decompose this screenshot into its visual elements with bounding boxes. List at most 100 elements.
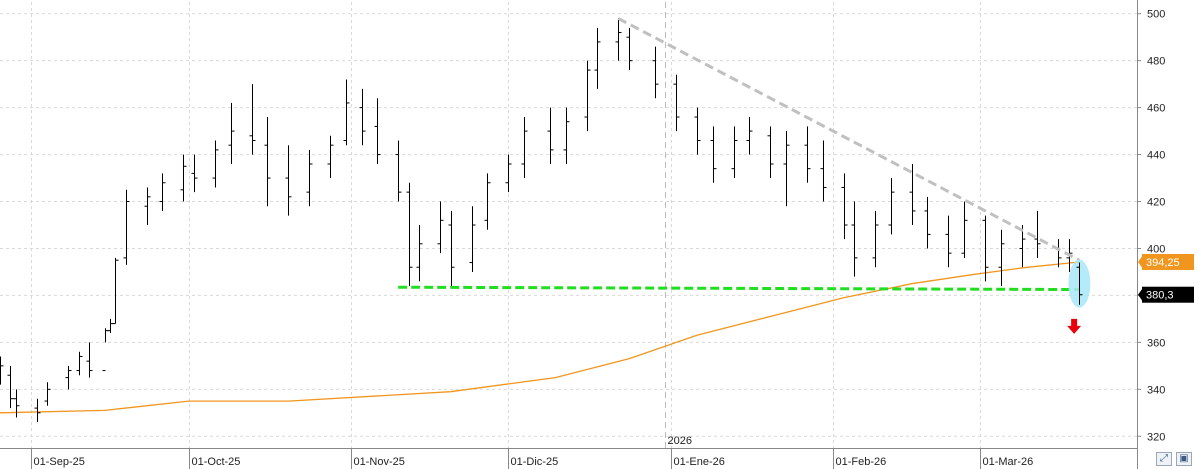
- ohlc-bar: [359, 88, 366, 146]
- x-tick-label: 01-Mar-26: [983, 456, 1034, 468]
- resistance-trendline: [617, 17, 1081, 262]
- ohlc-bar: [841, 173, 848, 240]
- annotations: [398, 17, 1091, 334]
- ohlc-bar: [594, 27, 601, 89]
- ohlc-bar: [327, 135, 334, 179]
- ohlc-bar: [888, 178, 895, 235]
- ohlc-bar: [34, 398, 41, 423]
- ohlc-bar: [0, 356, 4, 385]
- ohlc-bar: [343, 79, 350, 146]
- ohlc-bar: [584, 60, 591, 132]
- ohlc-bar: [102, 328, 109, 372]
- ohlc-bar: [783, 131, 790, 207]
- ohlc-bar: [804, 126, 811, 183]
- y-tick-label: 360: [1147, 337, 1165, 349]
- y-tick-label: 480: [1147, 56, 1165, 68]
- zoom-icon[interactable]: ⤢: [1156, 452, 1172, 466]
- ohlc-bar: [731, 126, 738, 179]
- ma-price-label: 394,25: [1138, 253, 1194, 270]
- ohlc-bar: [65, 365, 72, 390]
- ohlc-bar: [626, 27, 633, 71]
- ohlc-bar: [998, 229, 1005, 287]
- grid: [0, 2, 1137, 448]
- x-tick-label: 01-Nov-25: [354, 456, 405, 468]
- ohlc-bar: [521, 117, 528, 179]
- x-tick-label: 01-Oct-25: [192, 456, 241, 468]
- arrow-down-icon: [1067, 318, 1082, 334]
- ohlc-bar: [212, 140, 219, 188]
- ohlc-bar: [982, 215, 989, 282]
- y-tick-label: 440: [1147, 150, 1165, 162]
- ohlc-bar: [746, 117, 753, 155]
- ohlc-bar: [673, 74, 680, 132]
- y-tick-label: 320: [1147, 431, 1165, 443]
- x-tick-label: 01-Sep-25: [34, 456, 85, 468]
- year-label: 2026: [668, 435, 692, 447]
- ohlc-bar: [76, 351, 83, 376]
- axes: 32034036038040042044046048050001-Sep-250…: [0, 0, 1165, 469]
- ohlc-bar: [123, 189, 130, 265]
- last-price-label-text: 380,3: [1146, 290, 1174, 302]
- y-tick-label: 400: [1147, 243, 1165, 255]
- ohlc-bar: [7, 365, 14, 409]
- ohlc-bar: [448, 210, 455, 289]
- x-tick-label: 01-Dic-25: [511, 456, 559, 468]
- price-labels: 394,25 380,3: [1138, 253, 1194, 303]
- ohlc-bar: [159, 173, 166, 211]
- ohlc-bar: [652, 46, 659, 99]
- ohlc-bar: [144, 187, 151, 225]
- ohlc-bar: [395, 140, 402, 202]
- ohlc-bar: [13, 389, 20, 418]
- y-tick-label: 460: [1147, 103, 1165, 115]
- last-price-label-pointer: [1138, 287, 1143, 302]
- ohlc-bar: [416, 225, 423, 282]
- support-line: [398, 285, 1080, 292]
- ohlc-bar: [767, 126, 774, 179]
- ma-price-label-pointer: [1138, 254, 1143, 269]
- ohlc-bars: [0, 18, 1083, 423]
- ohlc-bar: [563, 107, 570, 164]
- ohlc-bar: [249, 84, 256, 155]
- ohlc-bar: [694, 107, 701, 155]
- moving-average-layer: [0, 261, 1080, 414]
- ma-price-label-bg: [1142, 253, 1194, 270]
- ohlc-bar: [1034, 210, 1041, 258]
- ohlc-bar: [851, 201, 858, 277]
- ohlc-bar: [306, 149, 313, 207]
- ohlc-bar: [1019, 225, 1026, 268]
- ohlc-bar: [484, 173, 491, 230]
- moving-average-line: [0, 261, 1080, 414]
- x-tick-label: 01-Feb-26: [836, 456, 887, 468]
- save-icon[interactable]: ▣: [1176, 452, 1192, 466]
- ohlc-bar: [180, 154, 187, 202]
- ohlc-bar: [961, 201, 968, 258]
- x-tick-label: 01-Ene-26: [674, 456, 725, 468]
- ohlc-bar: [285, 145, 292, 216]
- y-tick-label: 500: [1147, 9, 1165, 21]
- y-tick-label: 340: [1147, 384, 1165, 396]
- ohlc-bar: [86, 342, 93, 378]
- ohlc-bar: [374, 98, 381, 164]
- ohlc-bar: [547, 107, 554, 164]
- ohlc-bar: [909, 163, 916, 225]
- ohlc-bar: [872, 210, 879, 268]
- ohlc-bar: [1055, 239, 1062, 268]
- ohlc-bar: [615, 18, 622, 61]
- ohlc-bar: [228, 102, 235, 164]
- ohlc-bar: [924, 196, 931, 249]
- ohlc-bar: [505, 154, 512, 193]
- ma-price-label-text: 394,25: [1146, 257, 1180, 269]
- ohlc-bar: [112, 257, 119, 325]
- last-price-label: 380,3: [1138, 286, 1194, 303]
- last-price-label-bg: [1142, 286, 1194, 303]
- ohlc-bar: [820, 140, 827, 202]
- ohlc-bar: [191, 154, 198, 193]
- ohlc-bar: [264, 117, 271, 207]
- y-tick-label: 420: [1147, 197, 1165, 209]
- ohlc-bar: [437, 201, 444, 254]
- ohlc-bar: [945, 215, 952, 268]
- ohlc-bar: [107, 318, 114, 333]
- ohlc-bar: [44, 382, 51, 406]
